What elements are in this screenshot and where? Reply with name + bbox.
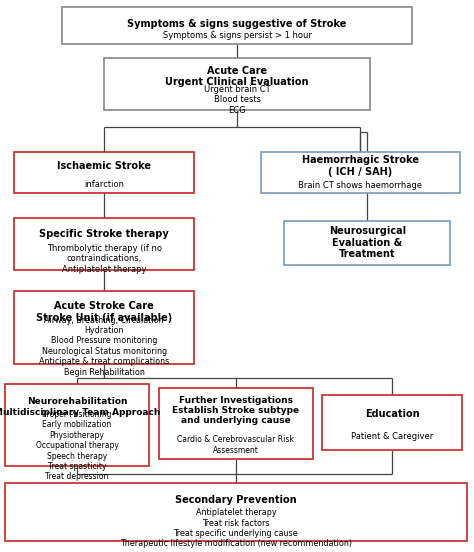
Text: Airway, Breathing, Circulation
Hydration
Blood Pressure monitoring
Neurological : Airway, Breathing, Circulation Hydration… (39, 316, 169, 376)
FancyBboxPatch shape (14, 152, 194, 193)
FancyBboxPatch shape (5, 384, 149, 466)
Text: Thrombolytic therapy (if no
contraindications,
Antiplatelet therapy: Thrombolytic therapy (if no contraindica… (47, 244, 162, 274)
FancyBboxPatch shape (62, 7, 412, 44)
Text: Cardio & Cerebrovascular Risk
Assessment: Cardio & Cerebrovascular Risk Assessment (177, 435, 294, 455)
FancyBboxPatch shape (5, 483, 467, 541)
FancyBboxPatch shape (14, 218, 194, 270)
Text: Secondary Prevention: Secondary Prevention (175, 495, 297, 506)
Text: Further Investigations
Establish Stroke subtype
and underlying cause: Further Investigations Establish Stroke … (172, 396, 300, 426)
Text: Brain CT shows haemorrhage: Brain CT shows haemorrhage (298, 181, 422, 190)
Text: Specific Stroke therapy: Specific Stroke therapy (39, 229, 169, 239)
Text: Acute Care
Urgent Clinical Evaluation: Acute Care Urgent Clinical Evaluation (165, 66, 309, 87)
Text: Antiplatelet therapy
Treat risk factors
Treat specific underlying cause
Therapeu: Antiplatelet therapy Treat risk factors … (120, 508, 352, 548)
Text: Patient & Caregiver: Patient & Caregiver (351, 432, 433, 440)
Text: Symptoms & signs suggestive of Stroke: Symptoms & signs suggestive of Stroke (128, 19, 346, 29)
Text: Education: Education (365, 409, 419, 419)
FancyBboxPatch shape (14, 291, 194, 364)
Text: Symptoms & signs persist > 1 hour: Symptoms & signs persist > 1 hour (163, 31, 311, 40)
Text: Acute Stroke Care
Stroke Unit (if available): Acute Stroke Care Stroke Unit (if availa… (36, 301, 173, 323)
Text: Proper Positioning
Early mobilization
Physiotherapy
Occupational therapy
Speech : Proper Positioning Early mobilization Ph… (36, 410, 118, 481)
FancyBboxPatch shape (261, 152, 460, 193)
Text: infarction: infarction (84, 179, 124, 189)
Text: Neurosurgical
Evaluation &
Treatment: Neurosurgical Evaluation & Treatment (329, 226, 406, 259)
Text: Neurorehabilitation
Multidisciplinary Team Approach: Neurorehabilitation Multidisciplinary Te… (0, 397, 160, 417)
Text: Haemorrhagic Stroke
( ICH / SAH): Haemorrhagic Stroke ( ICH / SAH) (302, 156, 419, 177)
Text: Ischaemic Stroke: Ischaemic Stroke (57, 161, 151, 171)
FancyBboxPatch shape (322, 395, 462, 450)
FancyBboxPatch shape (104, 58, 370, 110)
FancyBboxPatch shape (159, 388, 313, 459)
Text: Urgent brain CT
Blood tests
ECG: Urgent brain CT Blood tests ECG (204, 85, 270, 115)
FancyBboxPatch shape (284, 221, 450, 265)
